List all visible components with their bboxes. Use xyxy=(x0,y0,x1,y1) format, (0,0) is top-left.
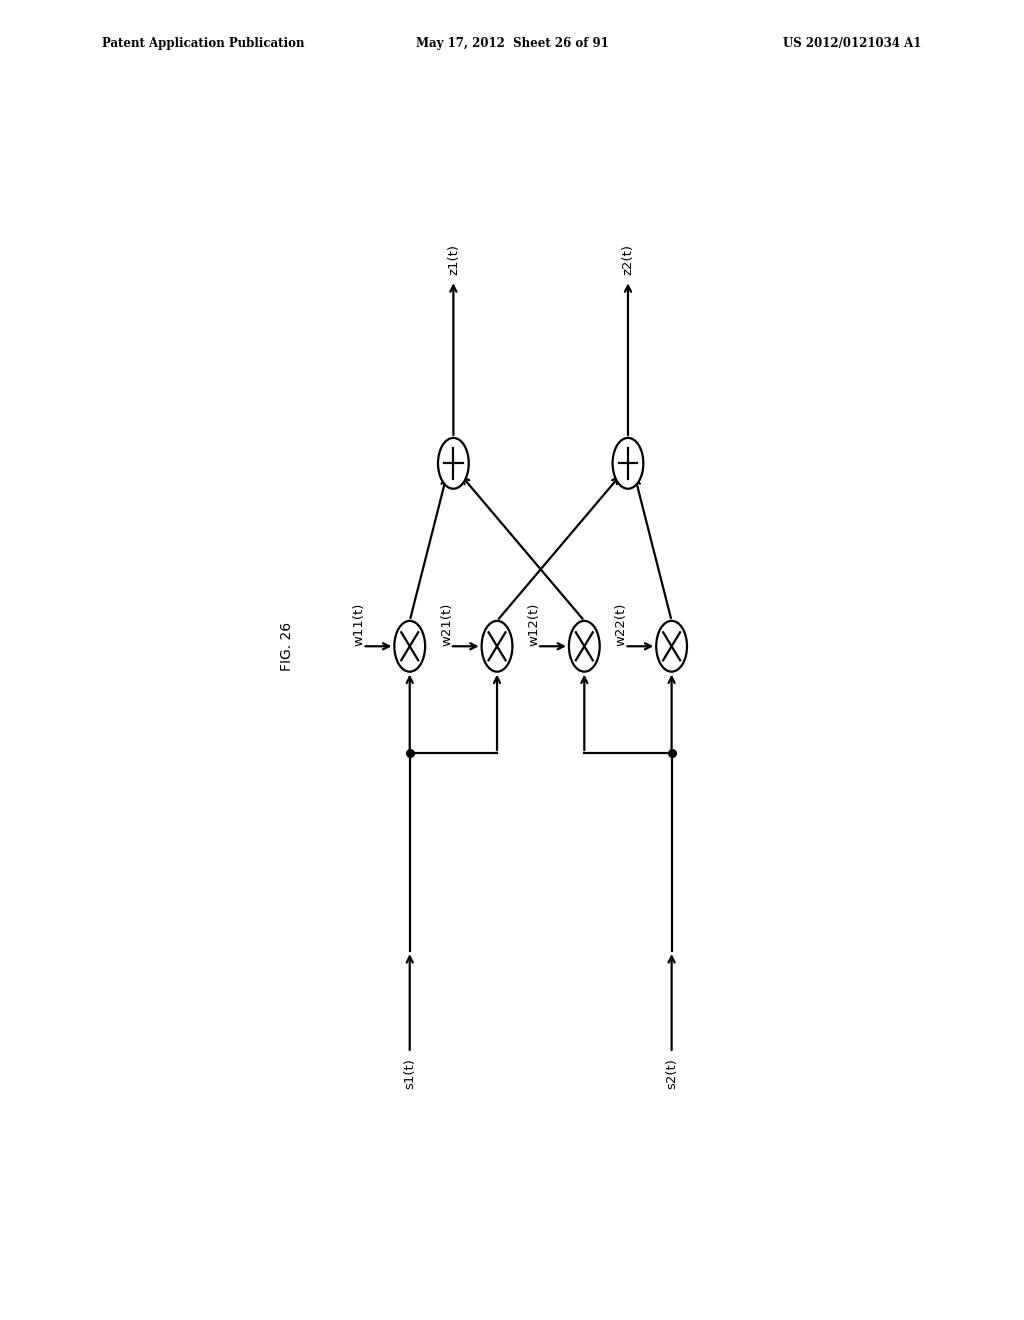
Text: z1(t): z1(t) xyxy=(446,244,460,276)
Text: z2(t): z2(t) xyxy=(622,244,635,276)
Text: FIG. 26: FIG. 26 xyxy=(280,622,294,671)
Text: Patent Application Publication: Patent Application Publication xyxy=(102,37,305,50)
Ellipse shape xyxy=(394,620,425,672)
Text: w12(t): w12(t) xyxy=(527,603,541,647)
Ellipse shape xyxy=(569,620,600,672)
Text: s1(t): s1(t) xyxy=(403,1057,416,1089)
Ellipse shape xyxy=(612,438,643,488)
Ellipse shape xyxy=(438,438,469,488)
Text: w21(t): w21(t) xyxy=(440,603,454,647)
Ellipse shape xyxy=(481,620,512,672)
Ellipse shape xyxy=(656,620,687,672)
Text: May 17, 2012  Sheet 26 of 91: May 17, 2012 Sheet 26 of 91 xyxy=(416,37,608,50)
Text: w22(t): w22(t) xyxy=(614,603,628,647)
Text: US 2012/0121034 A1: US 2012/0121034 A1 xyxy=(783,37,922,50)
Text: s2(t): s2(t) xyxy=(666,1057,678,1089)
Text: w11(t): w11(t) xyxy=(353,603,366,647)
